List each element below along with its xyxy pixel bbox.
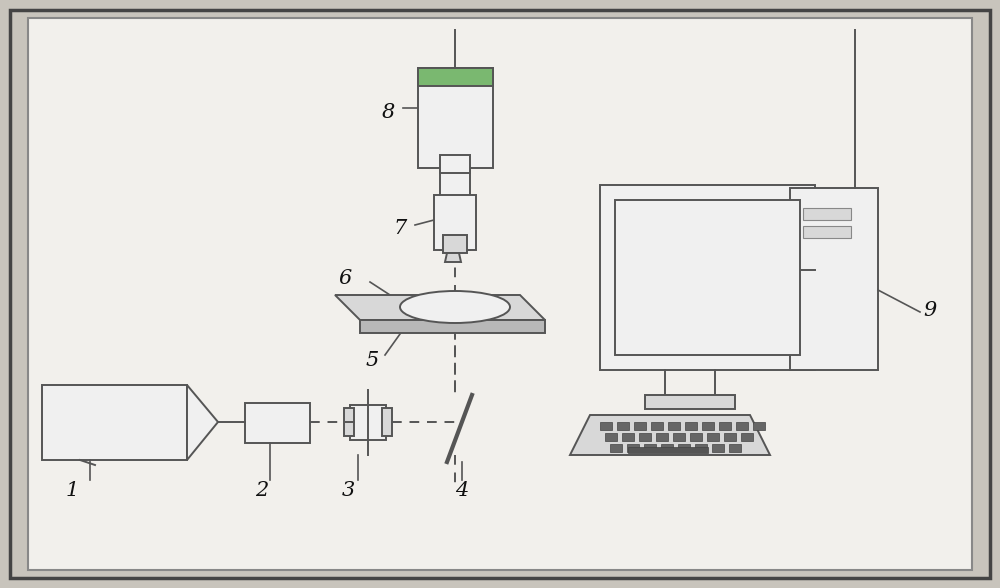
- Bar: [741, 433, 753, 441]
- Bar: [350, 405, 386, 440]
- Polygon shape: [445, 253, 461, 262]
- Bar: [729, 444, 741, 452]
- Polygon shape: [335, 295, 545, 320]
- Bar: [678, 444, 690, 452]
- Text: 2: 2: [255, 480, 269, 499]
- Bar: [644, 444, 656, 452]
- Text: 5: 5: [365, 350, 379, 369]
- Bar: [707, 433, 719, 441]
- Bar: [440, 165, 470, 250]
- Text: 4: 4: [455, 480, 469, 499]
- Bar: [600, 185, 815, 370]
- Bar: [615, 200, 800, 355]
- Bar: [668, 422, 680, 430]
- Bar: [443, 235, 467, 253]
- Bar: [622, 433, 634, 441]
- Bar: [712, 444, 724, 452]
- Text: 3: 3: [341, 480, 355, 499]
- Bar: [724, 433, 736, 441]
- Bar: [645, 395, 735, 409]
- Bar: [610, 444, 622, 452]
- Bar: [656, 433, 668, 441]
- Bar: [634, 422, 646, 430]
- Polygon shape: [187, 385, 218, 460]
- Bar: [605, 433, 617, 441]
- Bar: [651, 422, 663, 430]
- Bar: [418, 68, 493, 86]
- Bar: [639, 433, 651, 441]
- Bar: [617, 422, 629, 430]
- Bar: [702, 422, 714, 430]
- Text: 8: 8: [381, 102, 395, 122]
- Bar: [736, 422, 748, 430]
- Text: 9: 9: [923, 300, 937, 319]
- Bar: [440, 155, 470, 173]
- Text: 1: 1: [65, 480, 79, 499]
- Bar: [790, 188, 878, 370]
- Bar: [628, 447, 708, 453]
- Bar: [719, 422, 731, 430]
- Polygon shape: [360, 320, 545, 333]
- Bar: [803, 208, 851, 220]
- Bar: [434, 195, 476, 250]
- Ellipse shape: [400, 291, 510, 323]
- Polygon shape: [570, 415, 770, 455]
- Bar: [245, 403, 310, 443]
- Bar: [382, 408, 392, 436]
- Bar: [661, 444, 673, 452]
- Bar: [695, 444, 707, 452]
- Bar: [803, 226, 851, 238]
- Bar: [627, 444, 639, 452]
- Text: 6: 6: [338, 269, 352, 288]
- Bar: [344, 408, 354, 436]
- Text: 7: 7: [393, 219, 407, 238]
- Bar: [753, 422, 765, 430]
- Bar: [42, 385, 187, 460]
- Bar: [673, 433, 685, 441]
- Bar: [600, 422, 612, 430]
- Bar: [690, 433, 702, 441]
- Bar: [418, 68, 493, 168]
- Bar: [685, 422, 697, 430]
